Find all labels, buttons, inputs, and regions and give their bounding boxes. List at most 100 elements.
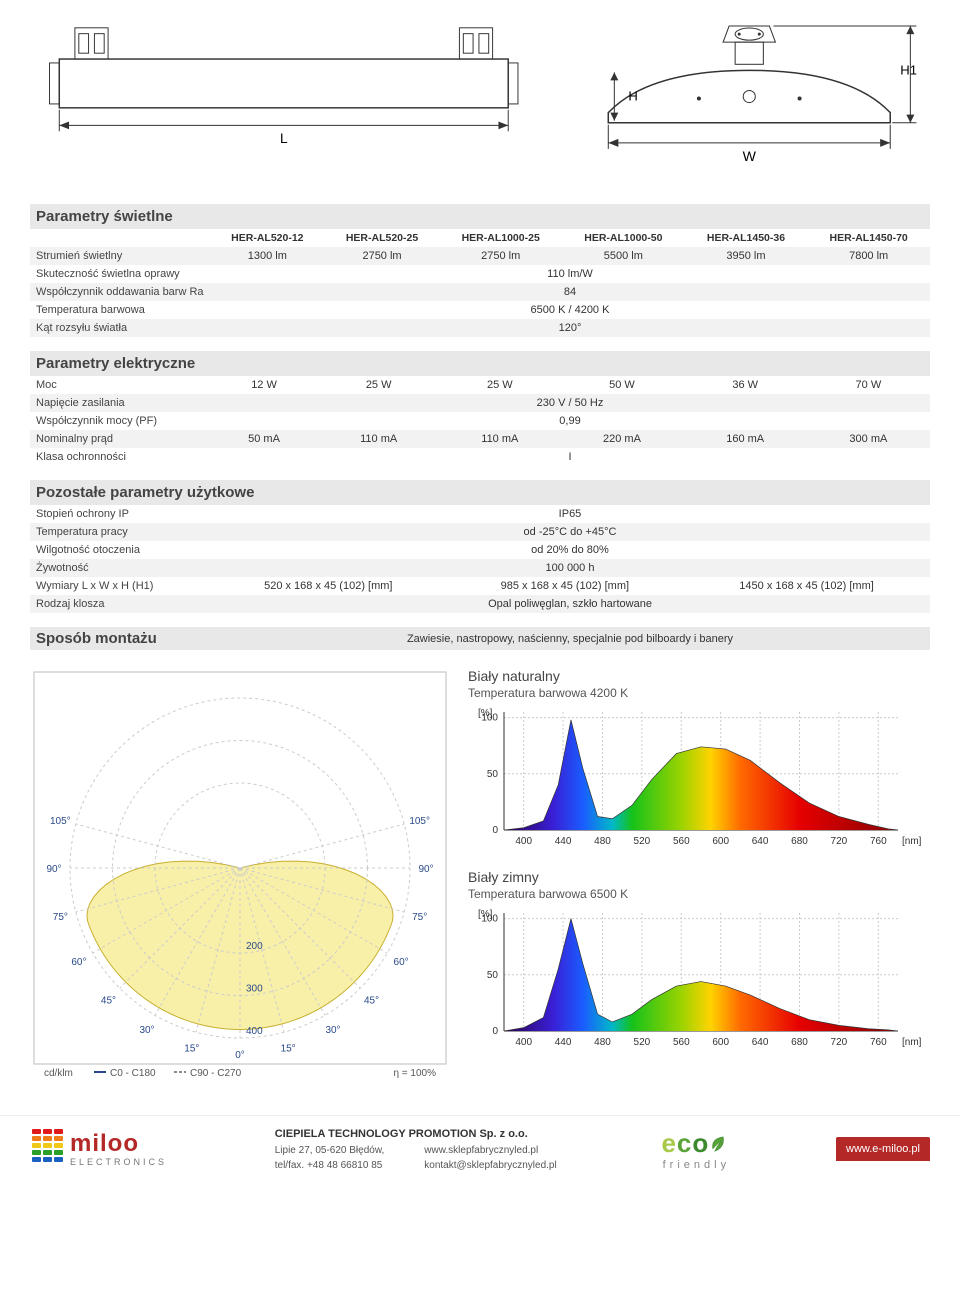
- cell: 0,99: [210, 412, 930, 430]
- dim-label-H: H: [628, 89, 637, 104]
- svg-text:520: 520: [634, 1037, 651, 1048]
- row-label: Nominalny prąd: [30, 430, 210, 448]
- footer-address: Lipie 27, 05-620 Błędów,: [275, 1143, 385, 1158]
- cell: 520 x 168 x 45 (102) [mm]: [210, 577, 447, 595]
- section-electrical-heading: Parametry elektryczne: [30, 351, 930, 376]
- dim-label-H1: H1: [900, 62, 917, 77]
- row-label: Kąt rozsyłu światła: [30, 319, 210, 337]
- eco-friendly-text: friendly: [661, 1159, 731, 1171]
- svg-text:50: 50: [487, 970, 499, 981]
- cell: 25 W: [318, 376, 439, 394]
- svg-text:0°: 0°: [235, 1050, 245, 1061]
- svg-text:[%]: [%]: [478, 708, 493, 719]
- svg-text:ELECTRONICS: ELECTRONICS: [70, 1157, 167, 1167]
- cell: 1450 x 168 x 45 (102) [mm]: [683, 577, 930, 595]
- svg-text:η = 100%: η = 100%: [393, 1068, 436, 1079]
- svg-text:680: 680: [791, 1037, 808, 1048]
- svg-text:0: 0: [492, 825, 498, 836]
- svg-text:90°: 90°: [418, 864, 433, 875]
- col-head: HER-AL1000-25: [439, 229, 562, 247]
- row-label: Współczynnik mocy (PF): [30, 412, 210, 430]
- spectral-natural-subtitle: Temperatura barwowa 4200 K: [468, 686, 930, 700]
- svg-text:720: 720: [831, 1037, 848, 1048]
- svg-text:640: 640: [752, 836, 769, 847]
- cell: 985 x 168 x 45 (102) [mm]: [447, 577, 684, 595]
- row-label: Stopień ochrony IP: [30, 505, 210, 523]
- svg-text:cd/klm: cd/klm: [44, 1068, 73, 1079]
- brand-logo: milooELECTRONICS: [30, 1127, 170, 1171]
- cell: 7800 lm: [807, 247, 930, 265]
- page-footer: milooELECTRONICS CIEPIELA TECHNOLOGY PRO…: [0, 1115, 960, 1185]
- row-label: Temperatura pracy: [30, 523, 210, 541]
- section-other-heading: Pozostałe parametry użytkowe: [30, 480, 930, 505]
- footer-contact: CIEPIELA TECHNOLOGY PROMOTION Sp. z o.o.…: [275, 1126, 557, 1173]
- cell: 110 lm/W: [210, 265, 930, 283]
- row-label: Skuteczność świetlna oprawy: [30, 265, 210, 283]
- svg-text:45°: 45°: [364, 996, 379, 1007]
- row-label: Współczynnik oddawania barw Ra: [30, 283, 210, 301]
- technical-drawings: L H: [30, 20, 930, 184]
- cell: od 20% do 80%: [210, 541, 930, 559]
- svg-text:15°: 15°: [184, 1044, 199, 1055]
- mounting-value: Zawiesie, nastropowy, naścienny, specjal…: [210, 627, 930, 650]
- cell: 1300 lm: [210, 247, 325, 265]
- cell: 6500 K / 4200 K: [210, 301, 930, 319]
- cell: 300 mA: [807, 430, 930, 448]
- footer-url: www.sklepfabrycznyled.pl: [424, 1143, 556, 1158]
- luminous-table: HER-AL520-12 HER-AL520-25 HER-AL1000-25 …: [30, 229, 930, 337]
- front-elevation-drawing: H H1 W: [568, 20, 931, 181]
- col-head: HER-AL520-12: [210, 229, 325, 247]
- col-head: HER-AL520-25: [325, 229, 440, 247]
- row-label: Rodzaj klosza: [30, 595, 210, 613]
- spectral-cold-title: Biały zimny: [468, 869, 930, 885]
- polar-distribution-chart: 200300400105°90°75°60°45°30°15°0°15°30°4…: [30, 668, 450, 1088]
- row-label: Temperatura barwowa: [30, 301, 210, 319]
- footer-company: CIEPIELA TECHNOLOGY PROMOTION Sp. z o.o.: [275, 1126, 557, 1143]
- svg-text:300: 300: [246, 984, 263, 995]
- svg-text:0: 0: [492, 1026, 498, 1037]
- row-label: Wilgotność otoczenia: [30, 541, 210, 559]
- svg-text:600: 600: [712, 1037, 729, 1048]
- svg-text:400: 400: [515, 1037, 532, 1048]
- svg-text:50: 50: [487, 769, 499, 780]
- col-head: HER-AL1450-36: [685, 229, 808, 247]
- svg-text:760: 760: [870, 1037, 887, 1048]
- svg-text:C90 - C270: C90 - C270: [190, 1068, 242, 1079]
- col-head: HER-AL1450-70: [807, 229, 930, 247]
- svg-text:560: 560: [673, 836, 690, 847]
- spectral-chart-natural: 050100400440480520560600640680720760[%][…: [468, 706, 928, 856]
- cell: 2750 lm: [325, 247, 440, 265]
- cell: 120°: [210, 319, 930, 337]
- svg-text:90°: 90°: [46, 864, 61, 875]
- cell: 25 W: [439, 376, 560, 394]
- svg-text:60°: 60°: [71, 957, 86, 968]
- svg-text:400: 400: [515, 836, 532, 847]
- cell: 110 mA: [439, 430, 560, 448]
- cell: 50 mA: [210, 430, 318, 448]
- svg-text:720: 720: [831, 836, 848, 847]
- spectral-natural-title: Biały naturalny: [468, 668, 930, 684]
- svg-text:30°: 30°: [139, 1025, 154, 1036]
- svg-text:[nm]: [nm]: [902, 1037, 922, 1048]
- svg-text:45°: 45°: [101, 996, 116, 1007]
- svg-text:640: 640: [752, 1037, 769, 1048]
- svg-text:105°: 105°: [50, 816, 71, 827]
- svg-text:[nm]: [nm]: [902, 836, 922, 847]
- svg-text:miloo: miloo: [70, 1130, 139, 1157]
- svg-text:760: 760: [870, 836, 887, 847]
- svg-text:C0 - C180: C0 - C180: [110, 1068, 156, 1079]
- cell: 12 W: [210, 376, 318, 394]
- footer-email: kontakt@sklepfabrycznyled.pl: [424, 1158, 556, 1173]
- svg-text:75°: 75°: [412, 912, 427, 923]
- cell: I: [210, 448, 930, 466]
- site-link[interactable]: www.e-miloo.pl: [836, 1137, 930, 1161]
- section-luminous-heading: Parametry świetlne: [30, 204, 930, 229]
- cell: 110 mA: [318, 430, 439, 448]
- cell: 230 V / 50 Hz: [210, 394, 930, 412]
- svg-text:680: 680: [791, 836, 808, 847]
- row-label: Żywotność: [30, 559, 210, 577]
- spectral-chart-cold: 050100400440480520560600640680720760[%][…: [468, 907, 928, 1057]
- col-head: HER-AL1000-50: [562, 229, 685, 247]
- svg-text:480: 480: [594, 836, 611, 847]
- spectral-cold-subtitle: Temperatura barwowa 6500 K: [468, 887, 930, 901]
